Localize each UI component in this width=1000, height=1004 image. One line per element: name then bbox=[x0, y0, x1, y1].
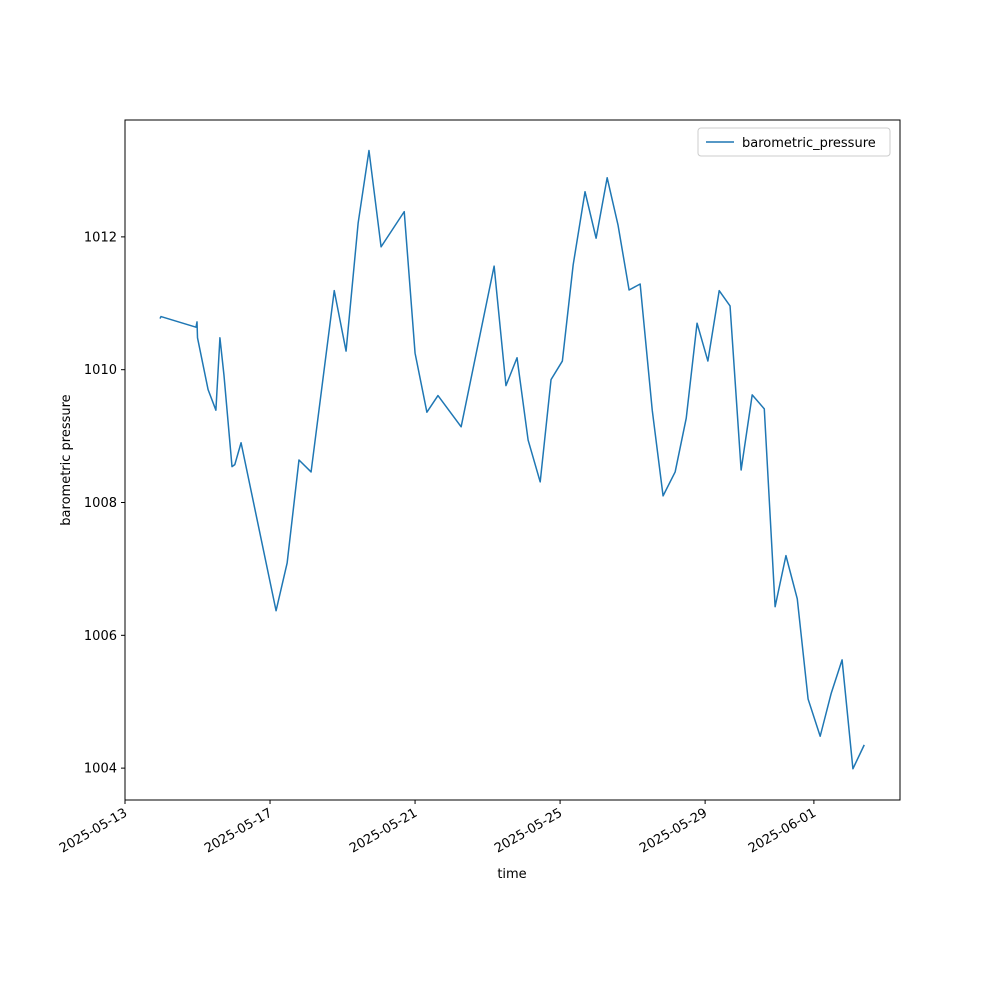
legend-box bbox=[697, 127, 891, 157]
x-tick-label: 2025-06-01 bbox=[746, 806, 819, 857]
x-tick-label: 2025-05-13 bbox=[57, 806, 130, 857]
x-axis-label: time bbox=[497, 867, 526, 882]
x-tick-label: 2025-05-17 bbox=[202, 806, 275, 857]
y-tick-label: 1012 bbox=[84, 230, 117, 245]
y-tick-label: 1010 bbox=[84, 363, 117, 378]
y-axis-label: barometric pressure bbox=[59, 394, 74, 525]
data-line bbox=[159, 149, 865, 770]
y-tick-label: 1004 bbox=[84, 762, 117, 777]
x-tick-label: 2025-05-21 bbox=[347, 806, 420, 857]
plot-frame bbox=[124, 119, 901, 801]
y-tick-label: 1006 bbox=[84, 629, 117, 644]
x-tick-label: 2025-05-25 bbox=[492, 806, 565, 857]
legend: barometric_pressure bbox=[697, 127, 891, 157]
y-tick-label: 1008 bbox=[84, 496, 117, 511]
legend-label: barometric_pressure bbox=[742, 136, 876, 151]
x-tick-label: 2025-05-29 bbox=[637, 806, 710, 857]
